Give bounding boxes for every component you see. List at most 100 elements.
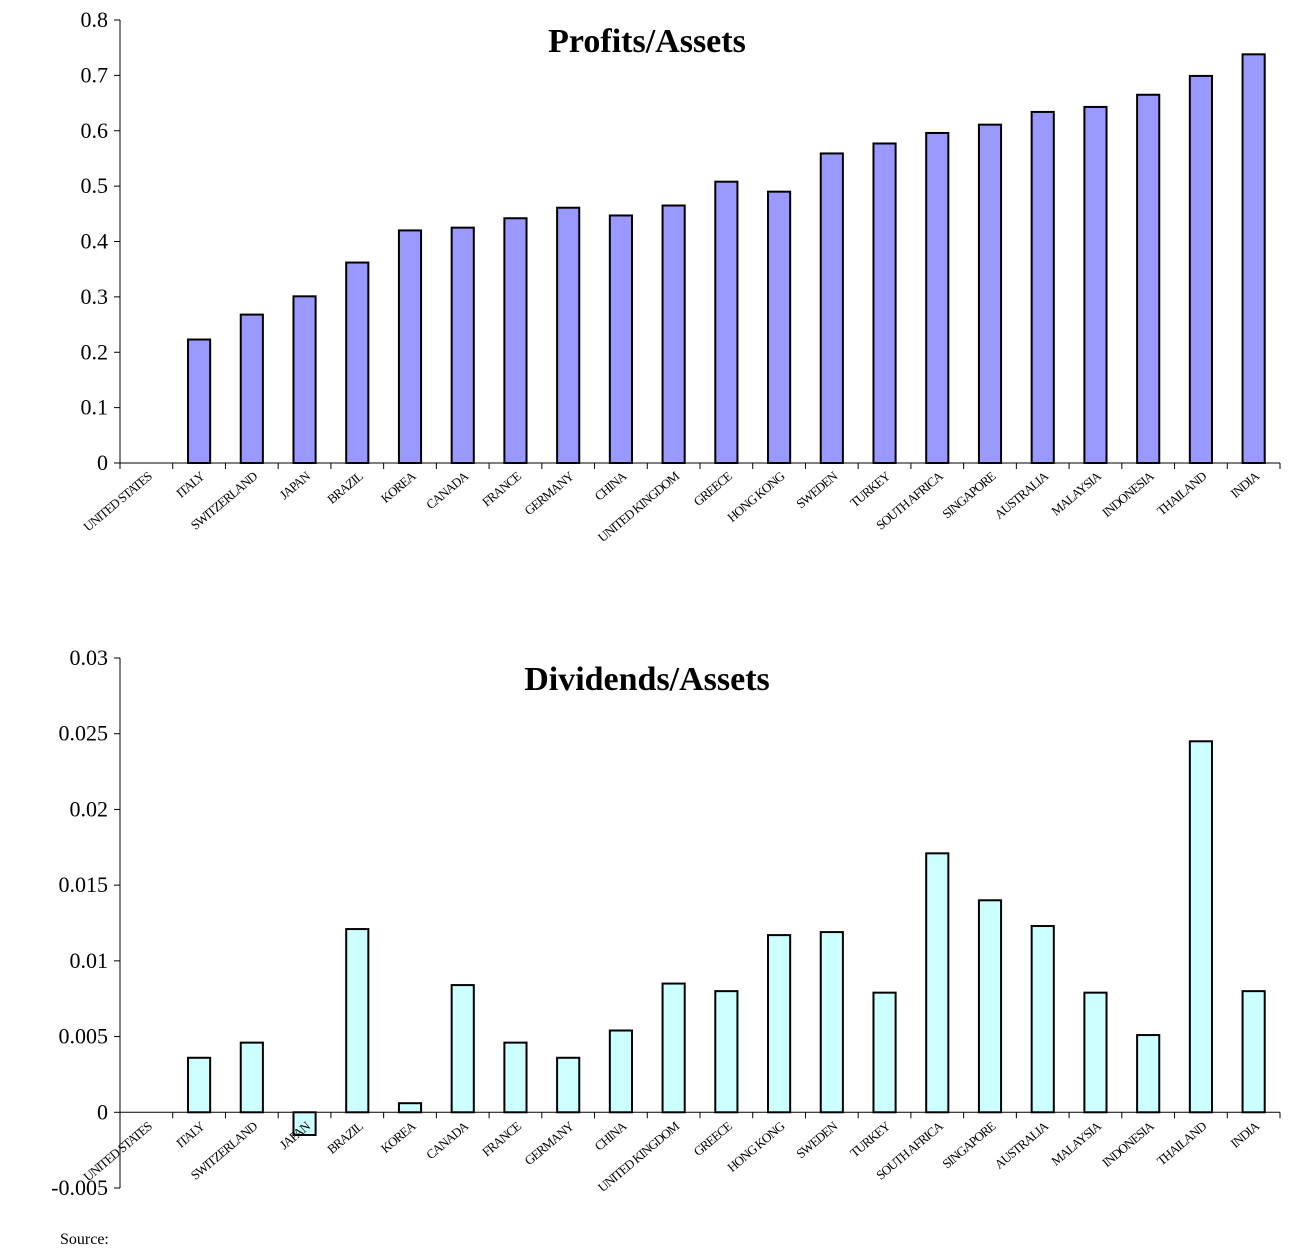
bar-india <box>1241 990 1266 1114</box>
bar-indonesia <box>1136 1034 1161 1114</box>
y-tick-label: 0.025 <box>59 721 109 746</box>
category-label-malaysia: MALAYSIA <box>1048 1118 1104 1169</box>
category-label-japan: JAPAN <box>277 468 314 503</box>
dividends-assets-chart: -0.005 0 0.005 0.01 0.015 0.02 0.025 0.03 UNITED… <box>51 645 1281 1200</box>
chart-title: Dividends/Assets <box>524 661 770 698</box>
category-label-turkey: TURKEY <box>847 1118 894 1161</box>
category-label-canada: CANADA <box>423 1118 472 1162</box>
category-label-indonesia: INDONESIA <box>1099 468 1157 520</box>
category-label-india: INDIA <box>1228 1118 1263 1151</box>
category-label-brazil: BRAZIL <box>324 1118 366 1156</box>
y-tick-label: 0.02 <box>70 796 109 821</box>
bar-france <box>503 1041 528 1114</box>
bar-singapore <box>977 123 1003 464</box>
bar-brazil <box>345 261 370 465</box>
category-label-hong-kong: HONG KONG <box>724 468 787 524</box>
category-label-italy: ITALY <box>173 1118 208 1151</box>
bar-united-kingdom <box>661 204 686 464</box>
category-label-france: FRANCE <box>479 468 524 509</box>
bar-hong-kong <box>767 190 792 464</box>
category-label-united-states: UNITED STATES <box>80 468 154 534</box>
chart-title: Profits/Assets <box>548 23 746 60</box>
bar-hong-kong <box>767 934 792 1114</box>
bar-thailand <box>1188 74 1213 465</box>
category-label-thailand: THAILAND <box>1154 1118 1209 1168</box>
bar-south-africa <box>925 131 950 464</box>
bar-turkey <box>872 991 897 1114</box>
y-tick-label: 0.8 <box>81 7 109 32</box>
category-label-australia: AUSTRALIA <box>991 468 1051 522</box>
y-tick-label: 0.1 <box>81 395 109 420</box>
bar-china <box>608 214 633 464</box>
y-tick-label: 0.015 <box>59 872 109 897</box>
bar-sweden <box>819 152 844 465</box>
category-label-italy: ITALY <box>173 468 208 501</box>
category-label-singapore: SINGAPORE <box>939 1118 998 1171</box>
bar-singapore <box>977 899 1003 1114</box>
y-tick-label: 0.4 <box>81 229 109 254</box>
category-label-brazil: BRAZIL <box>324 468 366 506</box>
bar-korea <box>397 229 423 464</box>
y-tick-label: 0.7 <box>81 62 109 87</box>
bar-greece <box>714 180 739 464</box>
bar-china <box>608 1029 633 1114</box>
y-tick-label: -0.005 <box>51 1175 108 1200</box>
bar-greece <box>714 990 739 1114</box>
bar-turkey <box>872 142 897 465</box>
bar-italy <box>187 338 212 465</box>
category-label-germany: GERMANY <box>521 1118 577 1168</box>
source-note: Source: <box>60 1231 109 1248</box>
y-tick-label: 0.6 <box>81 118 109 143</box>
category-label-germany: GERMANY <box>521 468 577 518</box>
bar-canada <box>450 984 475 1114</box>
bar-india <box>1241 53 1266 465</box>
profits-assets-chart: 0 0.1 0.2 0.3 0.4 0.5 0.6 0.7 0.8 UNITED STATES IT… <box>80 7 1281 545</box>
bar-australia <box>1030 925 1055 1114</box>
bar-malaysia <box>1083 105 1108 464</box>
category-label-greece: GREECE <box>691 468 736 509</box>
category-label-thailand: THAILAND <box>1154 468 1209 518</box>
bar-switzerland <box>239 1041 264 1114</box>
category-label-turkey: TURKEY <box>847 468 894 511</box>
bar-canada <box>450 226 475 464</box>
bar-switzerland <box>239 313 264 464</box>
bar-malaysia <box>1083 991 1108 1114</box>
y-tick-label: 0.005 <box>59 1024 109 1049</box>
bar-france <box>503 217 528 464</box>
bar-germany <box>556 206 581 464</box>
category-label-france: FRANCE <box>479 1118 524 1159</box>
bar-japan <box>292 1111 317 1137</box>
bar-thailand <box>1188 740 1213 1114</box>
category-label-singapore: SINGAPORE <box>939 468 998 521</box>
bar-united-kingdom <box>661 982 686 1114</box>
category-label-china: CHINA <box>591 1118 630 1154</box>
bar-korea <box>397 1102 423 1114</box>
category-label-hong-kong: HONG KONG <box>724 1118 787 1174</box>
category-label-sweden: SWEDEN <box>793 1118 841 1161</box>
bar-japan <box>292 295 317 465</box>
category-label-australia: AUSTRALIA <box>991 1118 1051 1172</box>
category-label-greece: GREECE <box>691 1118 736 1159</box>
bar-indonesia <box>1136 93 1161 464</box>
bar-brazil <box>345 928 370 1114</box>
category-label-canada: CANADA <box>423 468 472 512</box>
bar-south-africa <box>925 852 950 1114</box>
category-label-korea: KOREA <box>378 1118 419 1156</box>
y-tick-label: 0.3 <box>81 284 109 309</box>
category-label-korea: KOREA <box>378 468 419 506</box>
bar-australia <box>1030 110 1055 465</box>
y-tick-label: 0.5 <box>81 173 109 198</box>
category-label-china: CHINA <box>591 468 630 504</box>
y-tick-label: 0 <box>97 1099 108 1124</box>
bar-italy <box>187 1056 212 1114</box>
category-label-united-states: UNITED STATES <box>80 1118 154 1184</box>
y-tick-label: 0.01 <box>70 948 109 973</box>
bar-sweden <box>819 931 844 1114</box>
y-tick-label: 0 <box>97 450 108 475</box>
category-label-sweden: SWEDEN <box>793 468 841 511</box>
y-tick-label: 0.2 <box>81 339 109 364</box>
bar-germany <box>556 1056 581 1114</box>
category-label-indonesia: INDONESIA <box>1099 1118 1157 1170</box>
category-label-india: INDIA <box>1228 468 1263 501</box>
